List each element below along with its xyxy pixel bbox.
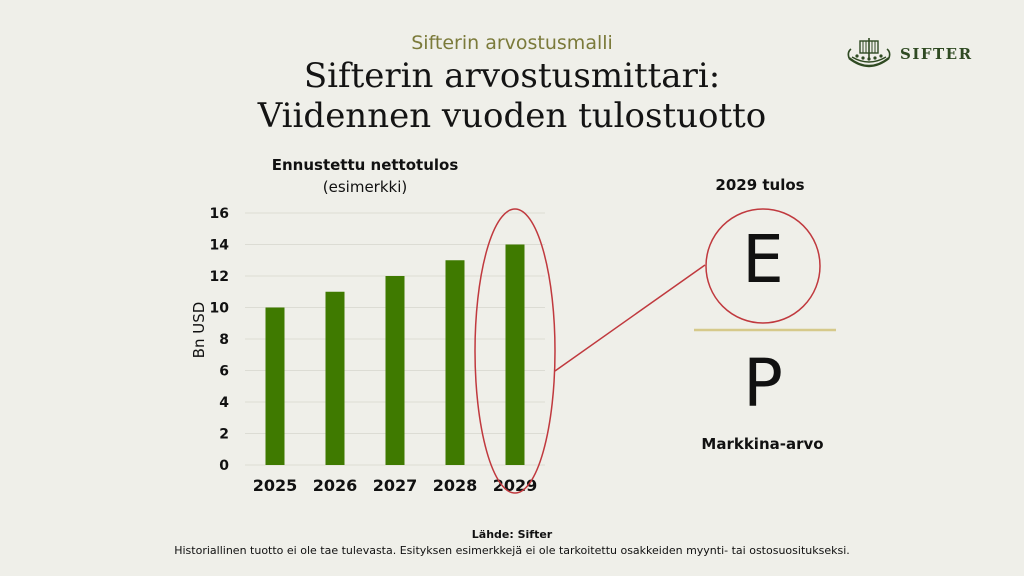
y-axis-label: Bn USD <box>190 302 208 359</box>
y-tick-label: 6 <box>219 364 229 380</box>
earnings-circle <box>705 208 821 324</box>
bar-2025 <box>265 307 285 465</box>
x-tick-label: 2028 <box>433 476 478 495</box>
logo-text: SIFTER <box>900 45 973 63</box>
y-tick-label: 8 <box>219 332 229 348</box>
footer-disclaimer: Historiallinen tuotto ei ole tae tulevas… <box>174 544 850 557</box>
highlight-ellipse <box>474 208 556 494</box>
y-tick-label: 10 <box>210 301 230 317</box>
page-title: Sifterin arvostusmittari: Viidennen vuod… <box>0 56 1024 136</box>
bar-2027 <box>385 276 405 465</box>
y-tick-label: 12 <box>210 269 229 285</box>
bar-2028 <box>445 260 465 465</box>
formula-label-bottom: Markkina-arvo <box>701 435 824 453</box>
viking-ship-icon <box>847 38 891 68</box>
page-title-line-1: Sifterin arvostusmittari: <box>303 56 721 96</box>
sifter-logo: SIFTER <box>846 36 973 72</box>
chart-subtitle: (esimerkki) <box>322 178 408 196</box>
y-tick-label: 16 <box>210 206 229 222</box>
y-tick-label: 14 <box>210 238 230 254</box>
bar-2026 <box>325 291 345 465</box>
page-title-line-2: Viidennen vuoden tulostuotto <box>257 96 767 136</box>
x-tick-label: 2029 <box>493 476 538 495</box>
x-tick-label: 2027 <box>373 476 418 495</box>
y-tick-label: 2 <box>219 427 229 443</box>
y-tick-label: 0 <box>219 458 229 474</box>
connector-line <box>554 264 706 372</box>
x-tick-label: 2025 <box>253 476 298 495</box>
page-subtitle: Sifterin arvostusmalli <box>411 32 613 54</box>
footer-source: Lähde: Sifter <box>471 528 553 541</box>
y-tick-label: 4 <box>219 395 229 411</box>
formula-label-top: 2029 tulos <box>715 176 805 194</box>
bar-2029 <box>505 244 525 465</box>
x-tick-label: 2026 <box>313 476 358 495</box>
formula-denominator: P <box>743 345 783 422</box>
formula-numerator: E <box>742 221 784 298</box>
chart-title: Ennustettu nettotulos <box>271 156 459 174</box>
